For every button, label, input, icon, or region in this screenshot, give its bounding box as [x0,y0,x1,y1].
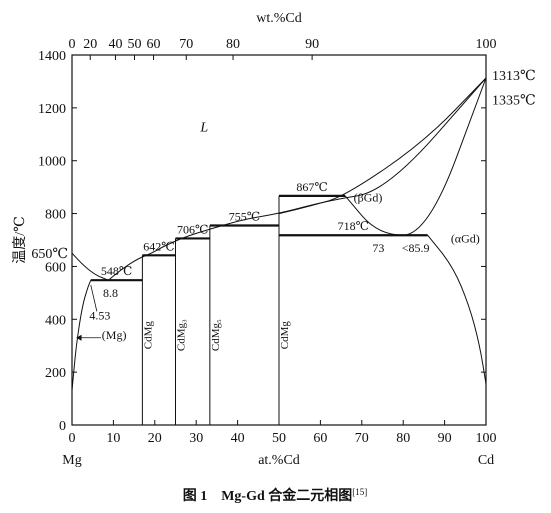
composition-85-9-label: <85.9 [402,241,430,255]
phase-boundary-0 [71,252,109,281]
composition-73-label: 73 [372,241,384,255]
x2-tick-label: 20 [83,37,97,52]
y-tick-label: 400 [45,313,66,328]
left-element-label: Mg [62,453,81,468]
x-tick-label: 30 [189,431,203,446]
x2-tick-label: 80 [226,37,240,52]
figure-caption-text: 图 1 Mg-Gd 合金二元相图 [183,487,353,504]
x-axis-label: at.%Cd [258,453,300,468]
compound-label-1: CdMg₃ [176,319,188,351]
x-tick-label: 40 [231,431,245,446]
y-tick-label: 800 [45,208,66,223]
y-tick-label: 1000 [38,155,66,170]
liquid-region-label: L [199,121,208,136]
figure-caption: 图 1 Mg-Gd 合金二元相图[15] [183,487,368,504]
x-tick-label: 10 [106,431,120,446]
solvus-leader-line [90,284,98,312]
phase-boundary-5 [71,280,92,391]
phase-boundary-2 [278,77,487,215]
x2-tick-label: 40 [108,37,122,52]
x-tick-label: 60 [313,431,327,446]
x2-tick-label: 50 [128,37,142,52]
mg-phase-label: (Mg) [102,328,127,342]
eutectic-composition-label: 8.8 [103,286,118,300]
x2-tick-label: 70 [179,37,193,52]
compound-label-3: CdMg [279,321,291,350]
compound-label-0: CdMg [142,321,154,350]
compound-label-2: CdMg₅ [210,319,222,351]
beta-gd-phase-label: (βGd) [354,191,383,205]
x2-axis-label: wt.%Cd [256,11,302,26]
x-tick-label: 90 [438,431,452,446]
phase-boundaries [71,77,487,391]
y-tick-label: 600 [45,260,66,275]
alpha-gd-phase-label: (αGd) [451,232,480,246]
y-tick-label: 200 [45,366,66,381]
y-tick-label: 1400 [38,49,66,64]
x-tick-label: 100 [476,431,497,446]
isotherm-label-5: 718℃ [338,219,369,233]
x-tick-label: 0 [69,431,76,446]
mg-phase-arrow-head [76,334,82,341]
y-tick-label: 0 [59,419,66,434]
x2-tick-label: 100 [476,37,497,52]
cd-melting-point-label-1: 1313℃ [492,69,536,84]
phase-boundary-4 [427,234,487,385]
phase-boundary-1 [108,77,487,281]
cd-melting-point-label-2: 1335℃ [492,93,536,108]
right-element-label: Cd [478,453,494,468]
axis-ticks: 0 10 20 30 40 50 60 70 80 90 100020040060080010001… [38,37,497,446]
x-tick-label: 70 [355,431,369,446]
x2-tick-label: 0 [69,37,76,52]
mg-melting-point-label: 650℃ [31,247,68,262]
compound-lines: CdMg CdMg₃ CdMg₅ CdMg [141,195,291,425]
isotherm-label-1: 642℃ [143,239,174,253]
y-axis-label: 温度/℃ [12,216,28,264]
x-tick-label: 50 [272,431,286,446]
x2-tick-label: 90 [305,37,319,52]
y-tick-label: 1200 [38,102,66,117]
isotherm-label-0: 548℃ [101,264,132,278]
figure-caption-reference: [15] [352,487,367,497]
isotherm-label-3: 755℃ [229,209,260,223]
x2-tick-label: 60 [147,37,161,52]
isotherm-label-2: 706℃ [177,222,208,236]
isotherm-label-4: 867℃ [296,180,327,194]
x-tick-label: 80 [396,431,410,446]
x-tick-label: 20 [148,431,162,446]
annotations: L 650℃ 1313℃ 1335℃ 8.8 4.53 (Mg) (βGd) (αGd) 73 <8… [31,69,535,342]
solvus-composition-label: 4.53 [89,308,110,322]
